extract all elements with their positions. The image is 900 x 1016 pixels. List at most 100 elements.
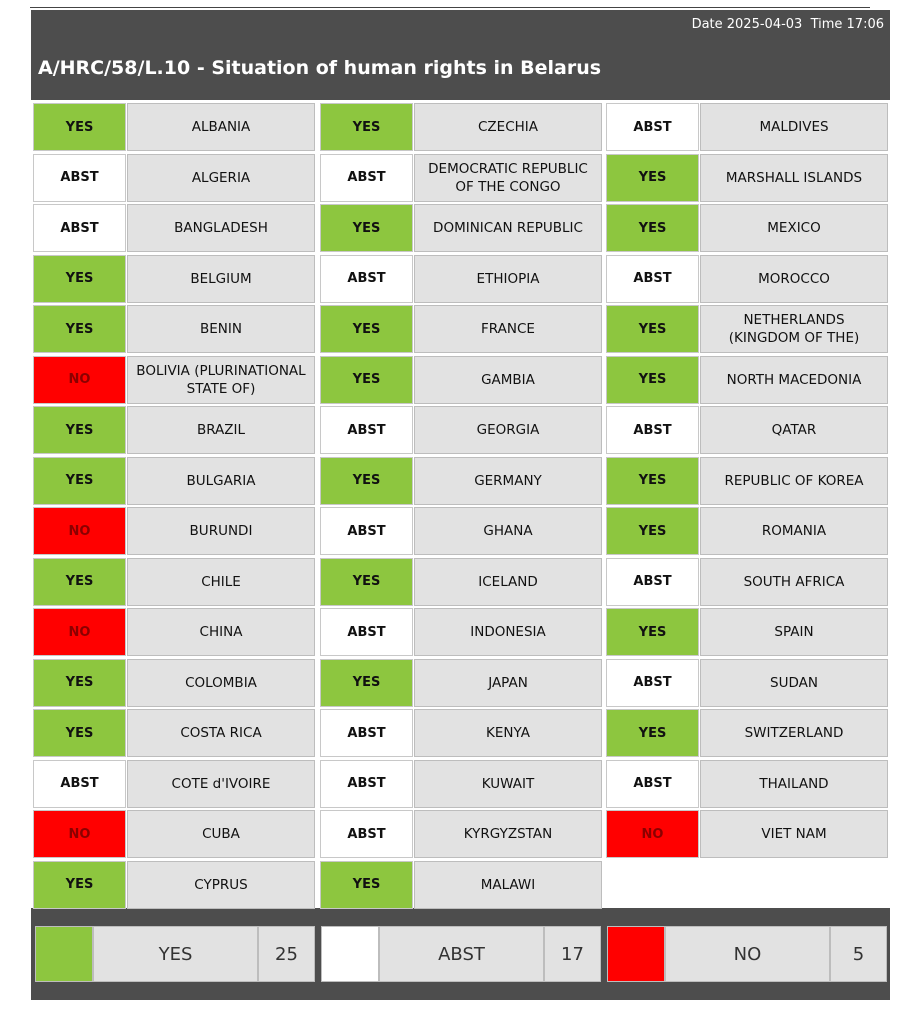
vote-cell: YES bbox=[33, 456, 126, 505]
country-cell: BRAZIL bbox=[127, 406, 315, 454]
summary-label: ABST bbox=[379, 926, 544, 982]
vote-cell: ABST bbox=[606, 658, 699, 707]
country-cell: BENIN bbox=[127, 305, 315, 353]
vote-cell: ABST bbox=[320, 153, 413, 202]
country-cell: ROMANIA bbox=[700, 507, 888, 555]
vote-cell: YES bbox=[320, 658, 413, 707]
country-cell: MOROCCO bbox=[700, 254, 888, 303]
summary-label: YES bbox=[93, 926, 258, 982]
vote-cell: ABST bbox=[606, 759, 699, 808]
vote-cell: YES bbox=[606, 355, 699, 404]
country-cell: CYPRUS bbox=[127, 860, 315, 909]
country-cell: REPUBLIC OF KOREA bbox=[700, 456, 888, 505]
vote-cell: YES bbox=[33, 254, 126, 303]
vote-cell: NO bbox=[606, 810, 699, 858]
country-cell: MALAWI bbox=[414, 860, 602, 909]
country-cell: COLOMBIA bbox=[127, 658, 315, 707]
country-cell: NETHERLANDS (KINGDOM OF THE) bbox=[700, 305, 888, 353]
vote-cell: YES bbox=[33, 557, 126, 606]
country-cell: DOMINICAN REPUBLIC bbox=[414, 204, 602, 252]
vote-cell: ABST bbox=[606, 406, 699, 454]
vote-cell: YES bbox=[320, 204, 413, 252]
summary-swatch bbox=[35, 926, 93, 982]
country-cell: GHANA bbox=[414, 507, 602, 555]
vote-cell: YES bbox=[33, 103, 126, 151]
vote-cell: ABST bbox=[320, 507, 413, 555]
top-rule bbox=[30, 7, 870, 8]
country-cell: BULGARIA bbox=[127, 456, 315, 505]
vote-cell: ABST bbox=[606, 254, 699, 303]
country-cell: VIET NAM bbox=[700, 810, 888, 858]
country-cell: ETHIOPIA bbox=[414, 254, 602, 303]
country-cell: COSTA RICA bbox=[127, 709, 315, 757]
country-cell: SOUTH AFRICA bbox=[700, 557, 888, 606]
datetime: Date 2025-04-03 Time 17:06 bbox=[691, 17, 884, 32]
vote-cell: YES bbox=[606, 305, 699, 353]
vote-cell: NO bbox=[33, 507, 126, 555]
country-cell: ICELAND bbox=[414, 557, 602, 606]
summary-count: 17 bbox=[544, 926, 601, 982]
country-cell: BANGLADESH bbox=[127, 204, 315, 252]
country-cell: CHINA bbox=[127, 608, 315, 656]
country-cell: GERMANY bbox=[414, 456, 602, 505]
vote-cell: ABST bbox=[320, 254, 413, 303]
country-cell: KYRGYZSTAN bbox=[414, 810, 602, 858]
vote-cell: ABST bbox=[33, 759, 126, 808]
country-cell: INDONESIA bbox=[414, 608, 602, 656]
country-cell: KUWAIT bbox=[414, 759, 602, 808]
vote-cell: ABST bbox=[606, 103, 699, 151]
vote-cell: YES bbox=[606, 456, 699, 505]
vote-cell: NO bbox=[33, 810, 126, 858]
vote-cell: ABST bbox=[320, 608, 413, 656]
vote-cell: YES bbox=[33, 658, 126, 707]
vote-cell: ABST bbox=[33, 153, 126, 202]
vote-cell: ABST bbox=[320, 406, 413, 454]
vote-cell: YES bbox=[606, 709, 699, 757]
country-cell: DEMOCRATIC REPUBLIC OF THE CONGO bbox=[414, 153, 602, 202]
country-cell: THAILAND bbox=[700, 759, 888, 808]
vote-cell: YES bbox=[320, 557, 413, 606]
country-cell: SUDAN bbox=[700, 658, 888, 707]
country-cell: COTE d'IVOIRE bbox=[127, 759, 315, 808]
vote-cell: ABST bbox=[33, 204, 126, 252]
country-cell: SPAIN bbox=[700, 608, 888, 656]
country-cell: NORTH MACEDONIA bbox=[700, 355, 888, 404]
country-cell: JAPAN bbox=[414, 658, 602, 707]
country-cell: CUBA bbox=[127, 810, 315, 858]
country-cell: CHILE bbox=[127, 557, 315, 606]
summary-swatch bbox=[321, 926, 379, 982]
vote-cell: YES bbox=[606, 153, 699, 202]
vote-cell: YES bbox=[320, 305, 413, 353]
header: Date 2025-04-03 Time 17:06 A/HRC/58/L.10… bbox=[31, 10, 890, 100]
country-cell: BURUNDI bbox=[127, 507, 315, 555]
summary-count: 5 bbox=[830, 926, 887, 982]
country-cell: FRANCE bbox=[414, 305, 602, 353]
summary-count: 25 bbox=[258, 926, 315, 982]
country-cell: MARSHALL ISLANDS bbox=[700, 153, 888, 202]
country-cell: MEXICO bbox=[700, 204, 888, 252]
vote-cell: YES bbox=[320, 355, 413, 404]
title: A/HRC/58/L.10 - Situation of human right… bbox=[38, 57, 602, 79]
vote-cell: YES bbox=[320, 103, 413, 151]
vote-cell: YES bbox=[606, 608, 699, 656]
vote-cell: YES bbox=[33, 406, 126, 454]
country-cell: GEORGIA bbox=[414, 406, 602, 454]
vote-cell: NO bbox=[33, 608, 126, 656]
vote-cell: YES bbox=[33, 709, 126, 757]
vote-cell: ABST bbox=[606, 557, 699, 606]
vote-cell: YES bbox=[606, 204, 699, 252]
country-cell: MALDIVES bbox=[700, 103, 888, 151]
country-cell: BELGIUM bbox=[127, 254, 315, 303]
country-cell: ALBANIA bbox=[127, 103, 315, 151]
country-cell: KENYA bbox=[414, 709, 602, 757]
vote-cell: ABST bbox=[320, 759, 413, 808]
country-cell: SWITZERLAND bbox=[700, 709, 888, 757]
vote-cell: YES bbox=[606, 507, 699, 555]
vote-cell: NO bbox=[33, 355, 126, 404]
country-cell: CZECHIA bbox=[414, 103, 602, 151]
country-cell: ALGERIA bbox=[127, 153, 315, 202]
vote-cell: ABST bbox=[320, 709, 413, 757]
summary-label: NO bbox=[665, 926, 830, 982]
vote-cell: ABST bbox=[320, 810, 413, 858]
summary-swatch bbox=[607, 926, 665, 982]
